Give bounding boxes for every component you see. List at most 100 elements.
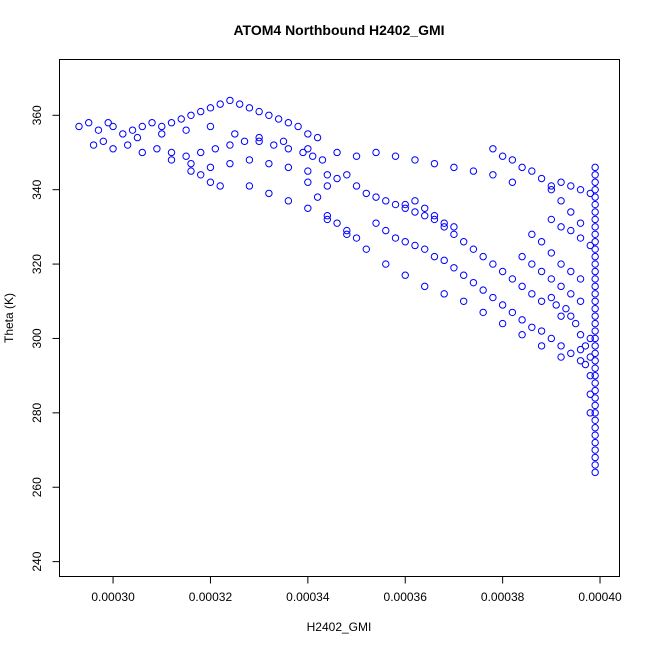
data-point bbox=[421, 212, 429, 220]
data-point bbox=[177, 115, 185, 123]
data-point bbox=[537, 267, 546, 276]
data-point bbox=[304, 178, 312, 186]
data-point bbox=[591, 223, 599, 231]
y-tick-label: 320 bbox=[30, 254, 44, 274]
data-point bbox=[450, 223, 458, 231]
data-point bbox=[498, 267, 507, 276]
data-point bbox=[255, 133, 263, 142]
data-point bbox=[372, 219, 380, 227]
data-point bbox=[313, 133, 322, 142]
data-point bbox=[206, 163, 215, 172]
data-point bbox=[567, 182, 575, 190]
data-point bbox=[167, 156, 176, 164]
data-point bbox=[352, 234, 361, 242]
data-point bbox=[591, 409, 599, 417]
data-point bbox=[591, 334, 599, 343]
x-tick-label: 0.00036 bbox=[384, 590, 428, 604]
data-point bbox=[216, 100, 224, 108]
data-point bbox=[382, 197, 390, 205]
data-point bbox=[591, 424, 599, 432]
data-point bbox=[216, 182, 224, 190]
data-point bbox=[508, 308, 517, 317]
data-point bbox=[197, 171, 205, 179]
data-point bbox=[552, 301, 560, 309]
data-point bbox=[498, 152, 507, 160]
data-point bbox=[586, 241, 594, 250]
data-point bbox=[479, 252, 487, 261]
data-point bbox=[591, 163, 599, 172]
data-point bbox=[75, 122, 83, 131]
data-point bbox=[304, 145, 312, 153]
data-point bbox=[547, 275, 556, 283]
data-point bbox=[469, 278, 478, 287]
data-point bbox=[206, 122, 215, 131]
data-point bbox=[557, 223, 565, 231]
data-point bbox=[557, 197, 565, 205]
data-point bbox=[352, 152, 361, 160]
data-point bbox=[284, 197, 293, 205]
data-point bbox=[411, 208, 419, 216]
data-point bbox=[167, 119, 176, 127]
data-point bbox=[167, 148, 176, 157]
x-tick-label: 0.00040 bbox=[578, 590, 622, 604]
data-point bbox=[206, 104, 215, 112]
data-point bbox=[591, 193, 599, 201]
data-point bbox=[382, 226, 390, 235]
x-axis: 0.00030 0.00032 0.00034 0.00036 0.00038 0.000… bbox=[91, 576, 622, 604]
data-point bbox=[576, 234, 585, 242]
data-point bbox=[352, 182, 361, 190]
plot-area bbox=[59, 59, 620, 577]
data-point bbox=[226, 159, 234, 168]
x-tick-label: 0.00032 bbox=[189, 590, 233, 604]
data-point bbox=[591, 401, 599, 410]
data-point bbox=[537, 174, 546, 183]
data-point bbox=[333, 219, 341, 227]
data-point bbox=[265, 159, 273, 168]
data-point bbox=[586, 390, 594, 398]
data-point bbox=[187, 159, 195, 168]
data-point bbox=[567, 349, 575, 358]
data-point bbox=[591, 171, 599, 179]
data-point bbox=[591, 267, 599, 276]
data-point bbox=[591, 431, 599, 439]
data-point bbox=[557, 353, 565, 361]
data-point bbox=[576, 357, 585, 365]
data-point bbox=[567, 312, 575, 320]
data-point bbox=[469, 167, 478, 175]
data-point bbox=[508, 156, 517, 164]
data-point bbox=[508, 178, 517, 186]
data-point bbox=[284, 119, 293, 127]
data-point bbox=[440, 256, 448, 265]
data-point bbox=[591, 453, 599, 462]
y-tick-label: 300 bbox=[30, 328, 44, 348]
data-point bbox=[591, 297, 599, 305]
data-point bbox=[450, 264, 458, 272]
data-point bbox=[128, 126, 137, 134]
data-point bbox=[518, 282, 526, 291]
data-point bbox=[586, 334, 594, 343]
data-point bbox=[591, 438, 599, 447]
data-point bbox=[153, 145, 161, 153]
y-tick-label: 280 bbox=[30, 403, 44, 423]
data-point bbox=[318, 156, 327, 164]
data-point bbox=[547, 215, 556, 224]
data-point bbox=[489, 260, 497, 268]
data-point bbox=[440, 219, 448, 227]
data-point bbox=[547, 249, 556, 257]
data-point bbox=[591, 416, 599, 424]
data-point bbox=[158, 122, 166, 131]
data-point bbox=[528, 230, 536, 239]
data-point bbox=[391, 234, 400, 242]
data-point bbox=[391, 152, 400, 160]
y-tick-label: 260 bbox=[30, 477, 44, 497]
x-tick-label: 0.00038 bbox=[481, 590, 525, 604]
data-point bbox=[284, 145, 293, 153]
data-point bbox=[382, 260, 390, 268]
data-point bbox=[469, 245, 478, 253]
data-point bbox=[323, 215, 332, 224]
data-point bbox=[211, 145, 220, 153]
data-point bbox=[138, 148, 146, 157]
data-point bbox=[557, 342, 565, 350]
data-point bbox=[391, 200, 400, 209]
data-point bbox=[231, 130, 239, 138]
